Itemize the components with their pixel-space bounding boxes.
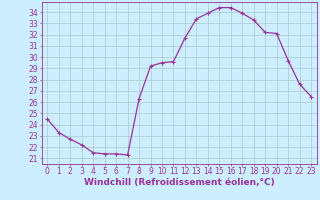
- X-axis label: Windchill (Refroidissement éolien,°C): Windchill (Refroidissement éolien,°C): [84, 178, 275, 187]
